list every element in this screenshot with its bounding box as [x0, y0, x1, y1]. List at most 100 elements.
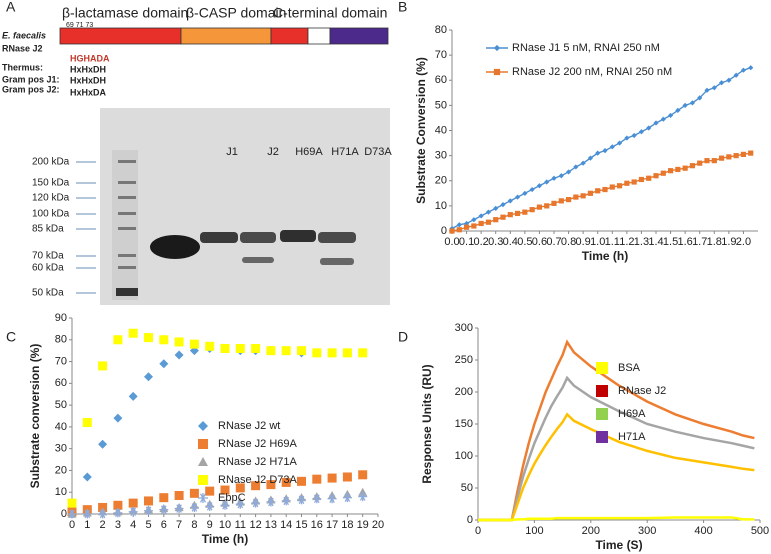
- motif-label: E. faecalis: [2, 30, 46, 40]
- legend-label: RNase J2 H71A: [218, 456, 298, 468]
- marker: [205, 501, 215, 511]
- marker: [551, 175, 557, 181]
- marker: [602, 148, 608, 154]
- marker-label: 120 kDa: [32, 193, 70, 204]
- x-tick-label: 0.0: [444, 236, 459, 248]
- marker: [595, 188, 601, 194]
- x-tick-label: 17: [326, 519, 338, 531]
- residue-numbers: 69 71 73: [66, 22, 93, 29]
- lane-label: H71A: [331, 146, 359, 158]
- y-tick-label: 250: [455, 354, 473, 366]
- marker: [297, 495, 306, 505]
- marker: [609, 184, 615, 190]
- marker: [689, 100, 696, 106]
- marker: [82, 418, 92, 428]
- marker: [189, 339, 199, 349]
- x-tick-label: 9: [207, 519, 213, 531]
- ladder-labels: 200 kDa 150 kDa 120 kDa 100 kDa 85 kDa 70 kDa…: [32, 157, 96, 299]
- marker: [536, 183, 543, 189]
- marker: [616, 183, 623, 189]
- marker: [159, 335, 169, 345]
- marker: [675, 107, 681, 113]
- marker: [235, 499, 245, 509]
- marker-label: 150 kDa: [32, 178, 70, 189]
- marker: [485, 209, 492, 215]
- motif-label: Thermus:: [2, 62, 43, 72]
- y-tick-label: 0: [61, 508, 67, 520]
- domain-label: C-terminal domain: [273, 5, 387, 21]
- y-tick-label: 50: [461, 482, 473, 494]
- x-axis-label: Time (h): [582, 249, 628, 263]
- marker: [638, 129, 645, 135]
- marker: [667, 112, 674, 119]
- y-tick-label: 50: [55, 399, 67, 411]
- x-tick-label: 4: [130, 519, 136, 531]
- marker: [573, 194, 579, 200]
- x-tick-label: 1: [84, 519, 90, 531]
- marker: [682, 165, 688, 171]
- marker: [616, 140, 623, 146]
- y-tick-label: 90: [55, 312, 67, 324]
- marker: [726, 154, 732, 160]
- x-tick-label: 19: [357, 519, 369, 531]
- marker: [113, 413, 123, 423]
- marker: [98, 509, 108, 519]
- legend-marker: [198, 475, 208, 485]
- marker: [653, 173, 659, 179]
- y-tick-label: 40: [435, 124, 447, 136]
- x-axis-label: Time (h): [202, 532, 248, 546]
- x-tick-label: 300: [638, 525, 656, 537]
- x-tick-label: 18: [341, 519, 353, 531]
- marker: [189, 488, 199, 498]
- x-tick-label: 13: [265, 519, 277, 531]
- marker: [312, 474, 322, 484]
- marker: [174, 337, 184, 347]
- y-tick-label: 30: [55, 443, 67, 455]
- motif: HGHADA: [70, 53, 110, 63]
- panel-letter: D: [398, 329, 408, 345]
- y-tick-label: 60: [435, 74, 447, 86]
- x-tick-label: 200: [582, 525, 600, 537]
- marker: [558, 198, 564, 204]
- marker-label: 200 kDa: [32, 157, 70, 168]
- x-tick-label: 14: [280, 519, 292, 531]
- marker: [128, 391, 138, 401]
- x-tick-label: 1.2: [619, 236, 634, 248]
- domain-label: β-lactamase domain: [62, 5, 188, 21]
- marker: [342, 493, 352, 503]
- marker: [697, 95, 703, 101]
- marker: [128, 498, 138, 508]
- marker: [471, 217, 477, 223]
- marker: [493, 217, 499, 223]
- marker: [631, 179, 637, 185]
- x-tick-label: 0.8: [561, 236, 576, 248]
- x-tick-label: 1.3: [634, 236, 649, 248]
- marker: [748, 150, 754, 156]
- legend-label: RNase J2: [618, 385, 666, 397]
- y-axis-label: Substrate Conversion (%): [414, 57, 428, 204]
- marker: [740, 151, 747, 157]
- motif: HxHxDH: [70, 64, 106, 74]
- x-tick-label: 7: [176, 519, 182, 531]
- marker: [463, 224, 470, 230]
- legend-swatch: [596, 362, 608, 374]
- domain-bar: [59, 27, 389, 45]
- marker: [281, 496, 291, 506]
- marker: [573, 164, 579, 170]
- marker: [266, 346, 276, 356]
- marker: [220, 500, 230, 510]
- x-tick-label: 1.4: [648, 236, 663, 248]
- marker: [609, 144, 615, 150]
- marker: [675, 166, 681, 173]
- x-tick-label: 8: [191, 519, 197, 531]
- marker: [740, 67, 747, 73]
- y-tick-label: 70: [55, 355, 67, 367]
- marker: [580, 193, 586, 199]
- marker: [251, 343, 261, 353]
- marker: [704, 87, 710, 93]
- panel-letter: A: [6, 0, 16, 15]
- marker: [500, 202, 506, 208]
- marker: [82, 509, 92, 519]
- legend-label: RNase J2 200 nM, RNAI 250 nM: [512, 66, 672, 78]
- x-tick-label: 1.1: [605, 236, 620, 248]
